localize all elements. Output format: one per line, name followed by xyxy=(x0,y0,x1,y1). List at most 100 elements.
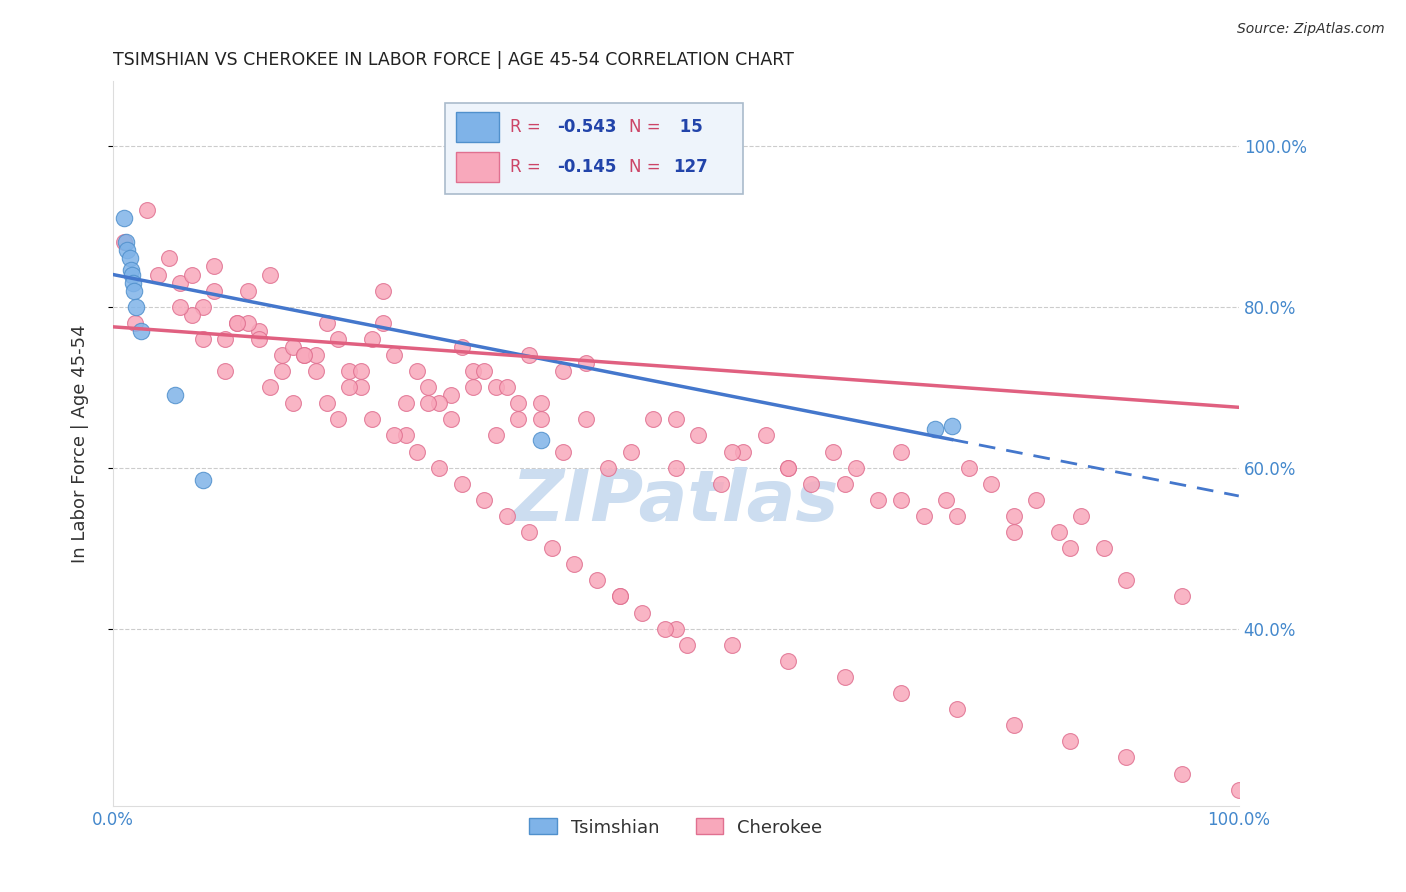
Point xyxy=(236,284,259,298)
Point xyxy=(259,268,281,282)
Point xyxy=(129,324,152,338)
Point xyxy=(326,412,349,426)
Text: R =: R = xyxy=(510,118,547,136)
Point xyxy=(120,263,142,277)
Point xyxy=(519,348,541,362)
Point xyxy=(1002,524,1025,539)
Point xyxy=(169,276,191,290)
Point xyxy=(292,348,315,362)
Point xyxy=(946,702,969,716)
Point xyxy=(496,380,519,394)
Point xyxy=(180,308,202,322)
Point xyxy=(191,300,214,314)
Point xyxy=(980,476,1002,491)
Point xyxy=(427,460,450,475)
Point xyxy=(755,428,778,442)
Point xyxy=(247,324,270,338)
Point xyxy=(508,412,530,426)
Point xyxy=(405,444,427,458)
Point xyxy=(169,300,191,314)
Point xyxy=(575,412,598,426)
Point xyxy=(416,396,439,410)
Point xyxy=(394,396,416,410)
Point xyxy=(304,364,326,378)
Point xyxy=(1002,508,1025,523)
Point xyxy=(1171,590,1194,604)
Point xyxy=(337,380,360,394)
Point xyxy=(349,380,371,394)
Point xyxy=(710,476,733,491)
Point xyxy=(214,364,236,378)
Point xyxy=(112,211,135,226)
Point xyxy=(337,364,360,378)
FancyBboxPatch shape xyxy=(446,103,744,194)
Point xyxy=(1092,541,1115,556)
Point xyxy=(935,492,957,507)
Text: Source: ZipAtlas.com: Source: ZipAtlas.com xyxy=(1237,22,1385,37)
Text: -0.145: -0.145 xyxy=(558,158,617,176)
Point xyxy=(202,284,225,298)
Point xyxy=(382,348,405,362)
Point xyxy=(427,396,450,410)
Point xyxy=(247,332,270,346)
Point xyxy=(676,638,699,652)
Point xyxy=(326,332,349,346)
Point xyxy=(834,670,856,684)
Point xyxy=(575,356,598,370)
Point xyxy=(281,396,304,410)
Point xyxy=(259,380,281,394)
Point xyxy=(118,252,141,266)
Point xyxy=(800,476,823,491)
Point xyxy=(643,412,665,426)
Point xyxy=(394,428,416,442)
Text: TSIMSHIAN VS CHEROKEE IN LABOR FORCE | AGE 45-54 CORRELATION CHART: TSIMSHIAN VS CHEROKEE IN LABOR FORCE | A… xyxy=(112,51,794,69)
Text: -0.543: -0.543 xyxy=(558,118,617,136)
Point xyxy=(122,284,145,298)
Point xyxy=(416,380,439,394)
Point xyxy=(721,638,744,652)
Point xyxy=(292,348,315,362)
Point xyxy=(180,268,202,282)
Point xyxy=(890,444,912,458)
Y-axis label: In Labor Force | Age 45-54: In Labor Force | Age 45-54 xyxy=(72,324,89,563)
Point xyxy=(834,476,856,491)
Point xyxy=(1115,574,1137,588)
Point xyxy=(496,508,519,523)
Point xyxy=(778,460,800,475)
Point xyxy=(564,558,586,572)
Point xyxy=(1025,492,1047,507)
Point xyxy=(530,396,553,410)
Text: R =: R = xyxy=(510,158,547,176)
Text: ZIPatlas: ZIPatlas xyxy=(512,467,839,536)
Point xyxy=(474,492,496,507)
Point xyxy=(371,316,394,330)
Point xyxy=(733,444,755,458)
Point xyxy=(519,524,541,539)
Point xyxy=(191,332,214,346)
Point xyxy=(778,460,800,475)
Point xyxy=(1115,750,1137,764)
Point xyxy=(1070,508,1092,523)
Point xyxy=(868,492,890,507)
Point xyxy=(688,428,710,442)
Point xyxy=(1047,524,1070,539)
Point xyxy=(823,444,845,458)
Point xyxy=(530,412,553,426)
Point xyxy=(957,460,980,475)
Point xyxy=(924,422,946,436)
Point xyxy=(598,460,620,475)
Legend: Tsimshian, Cherokee: Tsimshian, Cherokee xyxy=(522,811,830,844)
Point xyxy=(474,364,496,378)
Point xyxy=(360,332,382,346)
Point xyxy=(236,316,259,330)
Point xyxy=(225,316,247,330)
Point xyxy=(508,396,530,410)
Point xyxy=(485,380,508,394)
Point xyxy=(620,444,643,458)
Point xyxy=(125,300,148,314)
Point xyxy=(146,268,169,282)
FancyBboxPatch shape xyxy=(457,112,499,142)
Point xyxy=(270,364,292,378)
Point xyxy=(631,606,654,620)
Point xyxy=(191,473,214,487)
